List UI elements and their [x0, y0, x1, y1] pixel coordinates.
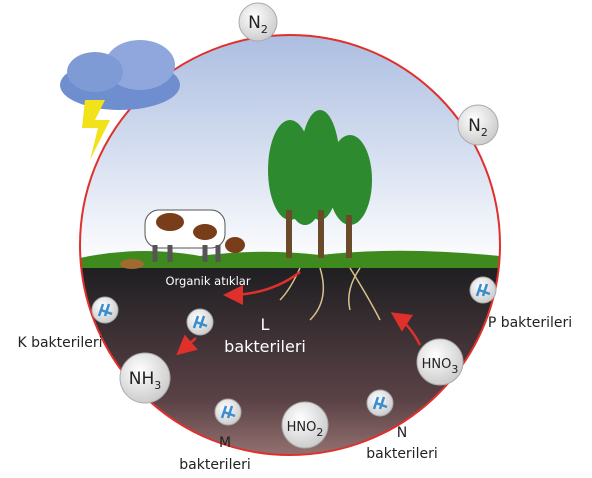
k-label: K bakterileri [17, 335, 102, 351]
subscript: 2 [481, 126, 488, 139]
bacteria-ball [92, 297, 118, 323]
subscript: 3 [154, 379, 161, 392]
node: NH3 [120, 353, 170, 403]
nitrogen-cycle: N2N2NH3HNO2HNO3 Organik atıklar K bakter… [0, 0, 592, 478]
formula: HNO [422, 357, 452, 372]
bacteria-ball [215, 399, 241, 425]
l-label: bakterileri [224, 337, 306, 356]
bacteria-icon [92, 297, 118, 323]
formula: NH [129, 369, 155, 389]
bacteria-ball [470, 277, 496, 303]
node: HNO2 [282, 402, 328, 448]
n-label: bakterileri [366, 446, 437, 462]
formula: N [468, 116, 481, 136]
bacteria-ball [367, 390, 393, 416]
bacteria-icon [215, 399, 241, 425]
node: N2 [458, 105, 498, 145]
node: HNO3 [417, 339, 463, 385]
m-label: M [219, 435, 231, 451]
subscript: 2 [316, 426, 323, 439]
p-label: P bakterileri [488, 315, 572, 331]
formula: N [248, 13, 261, 33]
subscript: 3 [451, 363, 458, 376]
organic-label: Organik atıklar [165, 274, 250, 288]
formula: HNO [287, 420, 317, 435]
m-label: bakterileri [179, 457, 250, 473]
bacteria-icon [187, 309, 213, 335]
bacteria-icon [470, 277, 496, 303]
bacteria-ball [187, 309, 213, 335]
subscript: 2 [261, 23, 268, 36]
bacteria-icon [367, 390, 393, 416]
node: N2 [239, 3, 277, 41]
l-label: L [261, 315, 270, 334]
n-label: N [397, 425, 407, 441]
